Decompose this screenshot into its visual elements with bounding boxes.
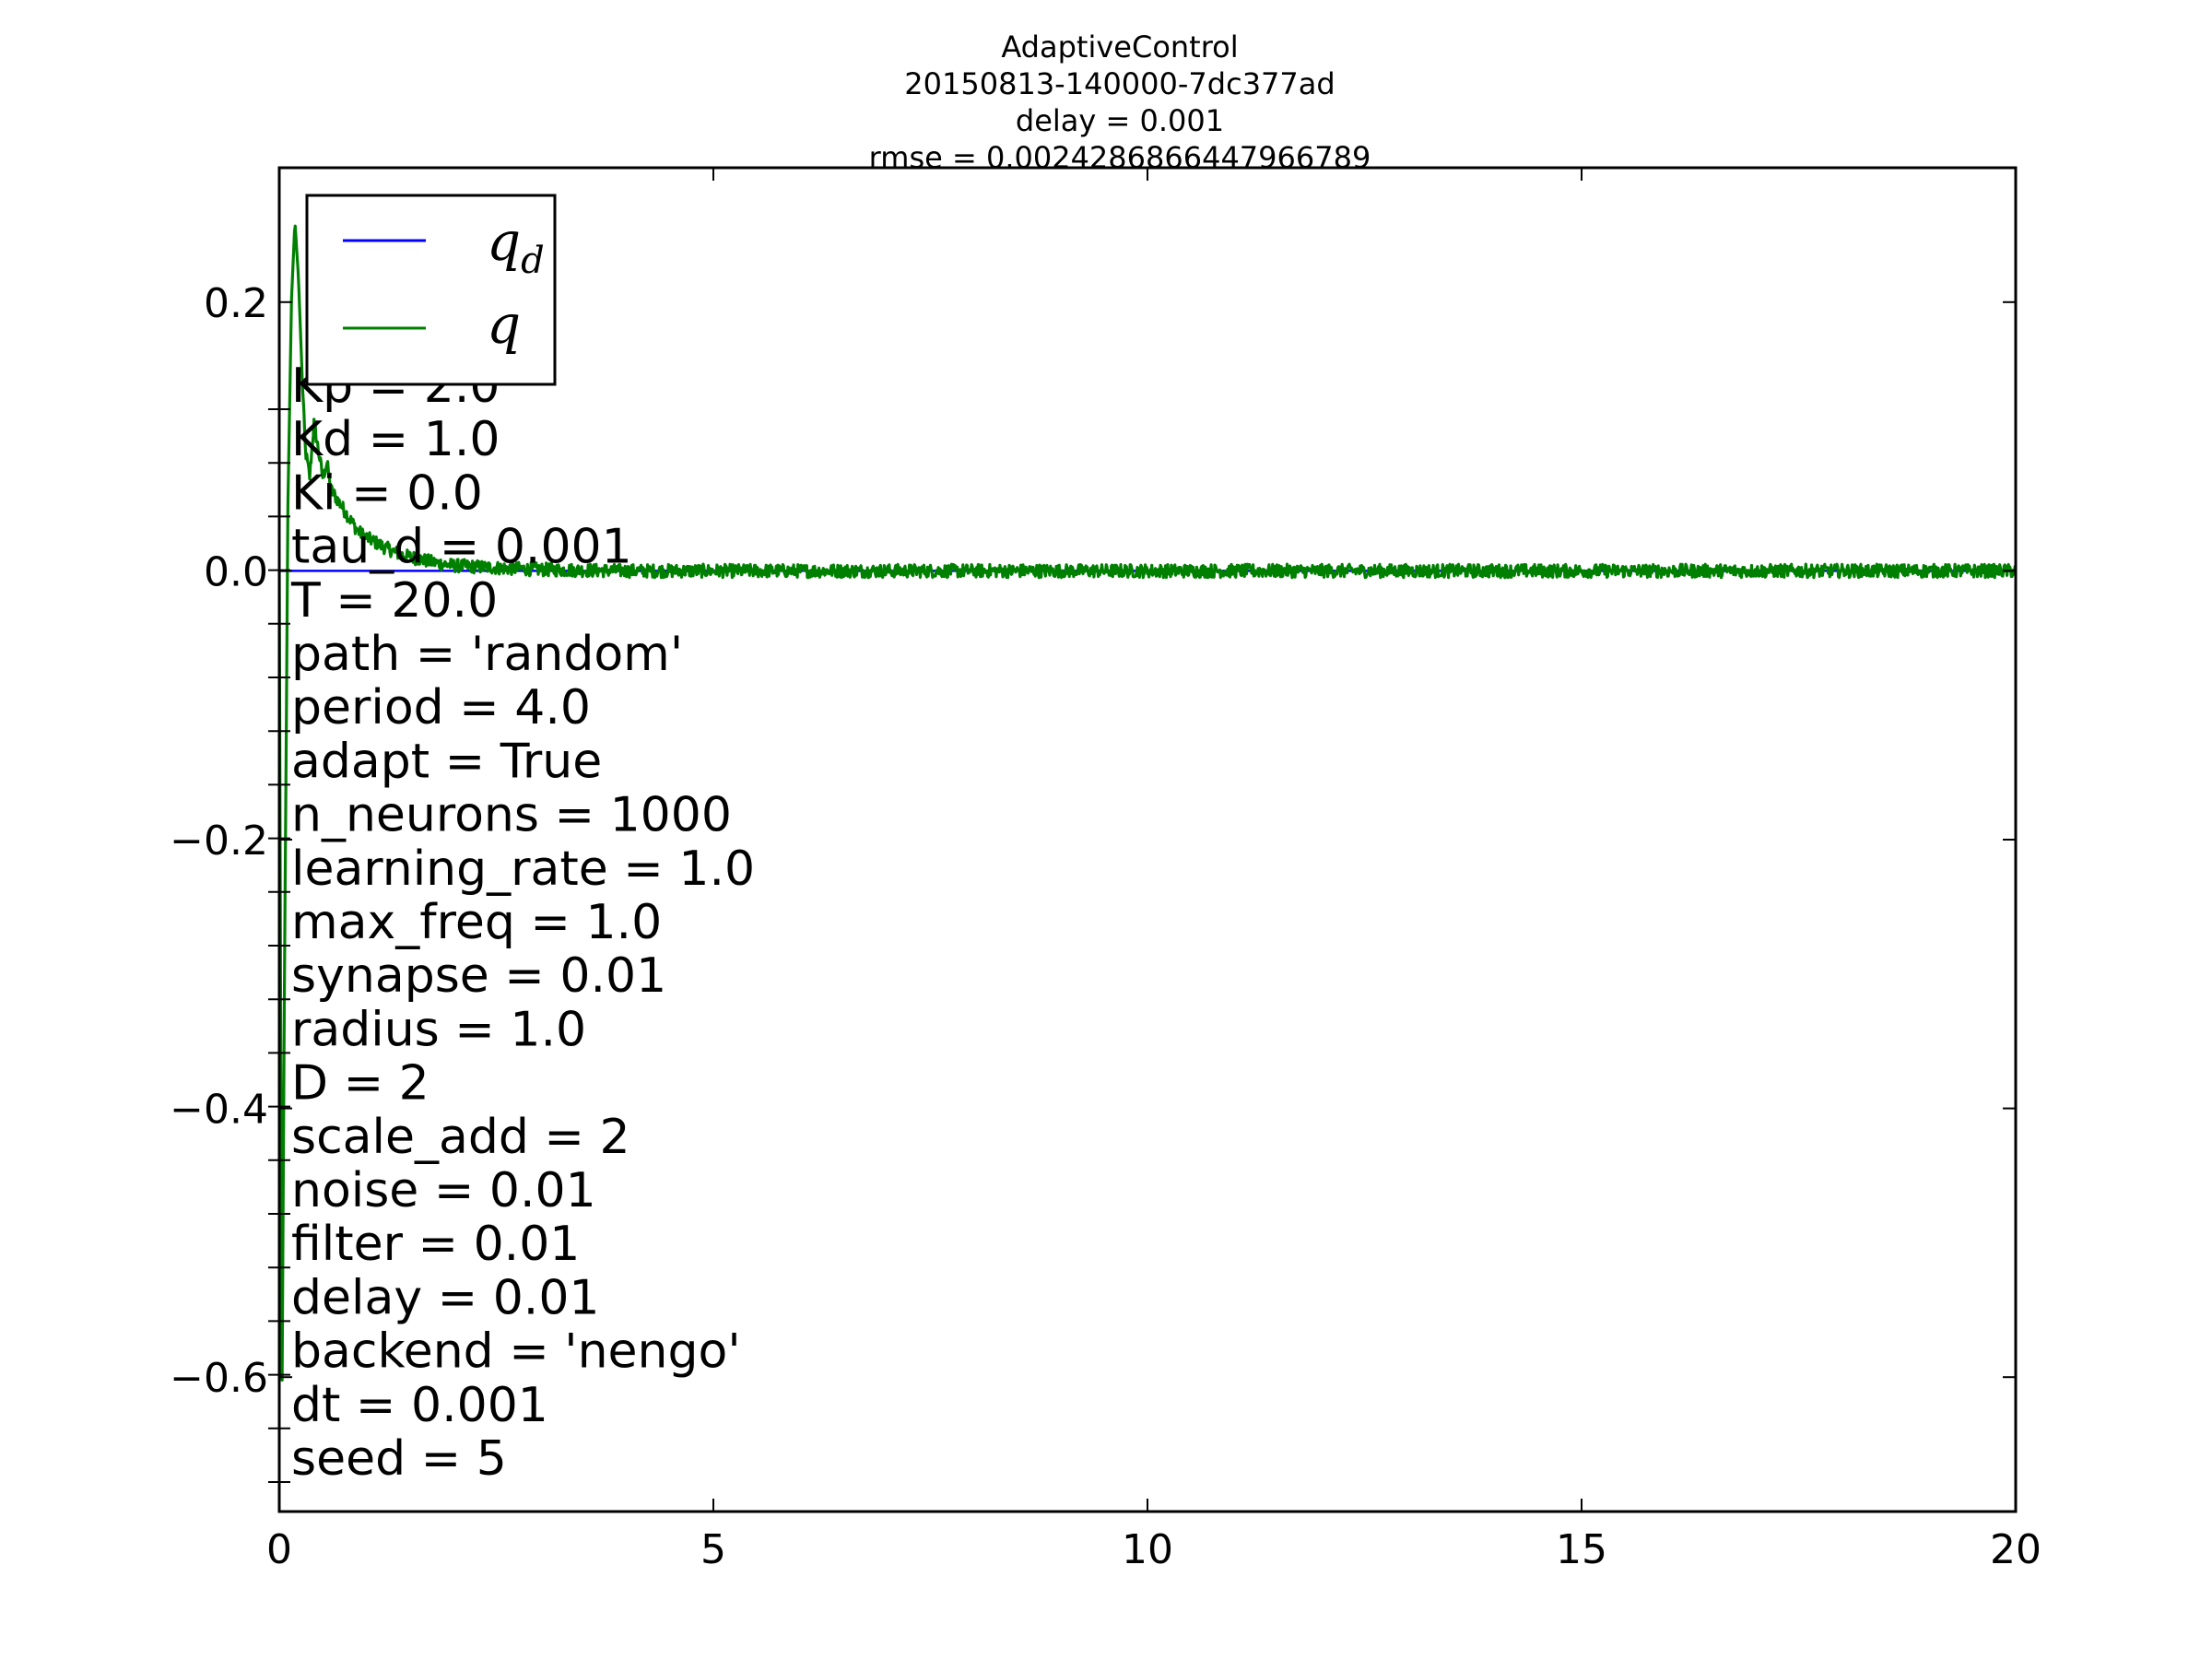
param-line: delay = 0.01 xyxy=(291,1270,600,1325)
title-line-2: 20150813-140000-7dc377ad xyxy=(904,66,1335,101)
legend-label-q_d-subscript: d xyxy=(521,240,545,282)
axes-frame xyxy=(277,166,2018,1513)
y-tick-label: −0.4 xyxy=(170,1087,268,1134)
plot-area: 0 5 10 15 200.20.0−0.2−0.4−0.6Kp = 2.0Kd = 1… xyxy=(170,166,2041,1573)
param-line: T = 20.0 xyxy=(290,573,498,629)
param-line: period = 4.0 xyxy=(291,680,591,735)
x-tick-label: 5 xyxy=(700,1526,726,1573)
param-line: Ki = 0.0 xyxy=(291,465,483,521)
title-line-3: delay = 0.001 xyxy=(1016,103,1224,138)
legend-label-q_d-base: q xyxy=(487,210,521,273)
param-line: synapse = 0.01 xyxy=(291,948,666,1004)
title-line-4: rmse = 0.0024286866447966789 xyxy=(869,140,1371,175)
param-line: path = 'random' xyxy=(291,627,683,682)
series-line-q xyxy=(279,224,2016,1382)
param-line: filter = 0.01 xyxy=(291,1217,580,1272)
y-tick-label: −0.6 xyxy=(170,1355,268,1402)
param-line: max_freq = 1.0 xyxy=(291,895,662,950)
param-line: D = 2 xyxy=(291,1056,429,1112)
y-tick-label: 0.0 xyxy=(204,548,268,595)
legend: qdq xyxy=(305,194,557,386)
param-line: learning_rate = 1.0 xyxy=(291,841,755,897)
param-line: n_neurons = 1000 xyxy=(291,788,732,843)
y-tick-label: 0.2 xyxy=(204,280,268,327)
y-tick-label: −0.2 xyxy=(170,818,268,865)
param-line: adapt = True xyxy=(291,734,602,789)
legend-box xyxy=(305,194,557,386)
chart-title: AdaptiveControl20150813-140000-7dc377add… xyxy=(869,29,1371,175)
param-line: tau_d = 0.001 xyxy=(291,520,632,575)
param-line: Kd = 1.0 xyxy=(291,412,500,467)
x-tick-label: 10 xyxy=(1122,1526,1173,1573)
legend-label-q_d: qd xyxy=(487,210,545,282)
x-tick-label: 0 xyxy=(266,1526,292,1573)
param-line: backend = 'nengo' xyxy=(291,1324,741,1380)
param-line: dt = 0.001 xyxy=(291,1378,548,1433)
legend-label-q: q xyxy=(487,293,521,356)
param-line: seed = 5 xyxy=(291,1431,507,1487)
series-layer xyxy=(279,224,2016,1382)
param-line: radius = 1.0 xyxy=(291,1002,586,1057)
param-line: scale_add = 2 xyxy=(291,1110,630,1165)
title-line-1: AdaptiveControl xyxy=(1001,29,1238,65)
x-tick-label: 20 xyxy=(1990,1526,2041,1573)
x-tick-label: 15 xyxy=(1556,1526,1607,1573)
param-line: noise = 0.01 xyxy=(291,1163,596,1218)
